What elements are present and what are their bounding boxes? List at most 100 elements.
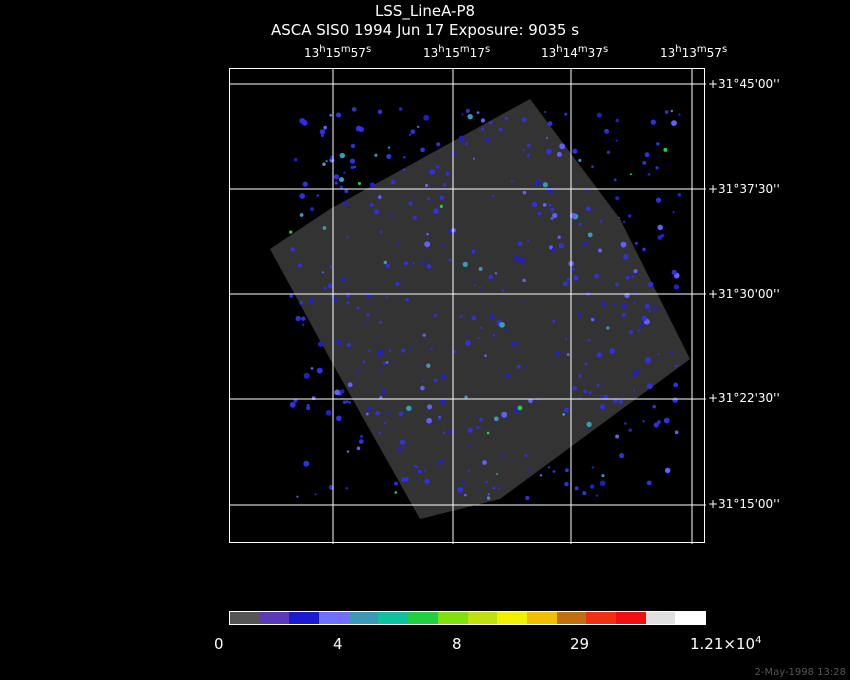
- colorbar-swatch: [526, 612, 557, 624]
- colorbar-swatch: [497, 612, 527, 624]
- photon-count-pixel: [334, 389, 340, 396]
- colorbar-swatch: [289, 612, 320, 624]
- photon-count-pixel: [572, 268, 576, 271]
- photon-count-pixel: [656, 142, 660, 146]
- photon-count-pixel: [609, 348, 616, 354]
- colorbar-swatch: [319, 612, 349, 624]
- photon-count-pixel: [468, 445, 471, 448]
- photon-count-pixel: [525, 365, 528, 368]
- photon-count-pixel: [356, 370, 361, 374]
- coordinate-grid: [230, 69, 706, 544]
- photon-count-pixel: [464, 339, 471, 346]
- photon-count-pixel: [604, 128, 610, 134]
- photon-count-pixel: [457, 486, 464, 493]
- photon-count-pixel: [345, 400, 349, 404]
- photon-count-pixel: [335, 415, 342, 422]
- photon-count-pixel: [467, 469, 470, 472]
- photon-count-pixel: [386, 412, 390, 416]
- photon-count-pixel: [299, 193, 306, 199]
- photon-count-pixel: [345, 292, 351, 298]
- photon-count-pixel: [385, 263, 390, 268]
- photon-count-pixel: [499, 322, 505, 328]
- photon-count-pixel: [423, 469, 427, 472]
- photon-count-pixel: [598, 248, 603, 253]
- photon-count-pixel: [590, 317, 595, 322]
- photon-count-pixel: [314, 493, 317, 496]
- xray-image-map: [230, 69, 706, 544]
- photon-count-pixel: [524, 454, 528, 458]
- photon-count-pixel: [369, 182, 375, 188]
- photon-count-pixel: [433, 208, 439, 215]
- photon-count-pixel: [591, 315, 594, 319]
- photon-count-pixel: [461, 113, 464, 116]
- photon-count-pixel: [320, 134, 324, 138]
- photon-count-pixel: [364, 321, 367, 325]
- photon-count-pixel: [332, 297, 338, 303]
- photon-count-pixel: [572, 386, 578, 391]
- photon-count-pixel: [394, 481, 398, 486]
- photon-count-pixel: [677, 192, 682, 197]
- photon-count-pixel: [325, 409, 332, 416]
- photon-count-pixel: [401, 477, 407, 483]
- photon-count-pixel: [467, 113, 473, 120]
- photon-count-pixel: [657, 235, 663, 240]
- photon-count-pixel: [289, 401, 296, 408]
- colorbar-label: 8: [452, 635, 462, 653]
- photon-count-pixel: [367, 406, 373, 411]
- photon-count-pixel: [505, 328, 509, 332]
- photon-count-pixel: [458, 135, 465, 142]
- photon-count-pixel: [562, 281, 568, 287]
- photon-count-pixel: [464, 395, 468, 399]
- photon-count-pixel: [488, 274, 493, 280]
- photon-count-pixel: [464, 493, 467, 497]
- photon-count-pixel: [511, 341, 518, 347]
- photon-count-pixel: [615, 196, 620, 201]
- photon-count-pixel: [346, 236, 349, 239]
- photon-count-pixel: [586, 206, 591, 212]
- photon-count-pixel: [426, 264, 432, 269]
- photon-count-pixel: [484, 354, 487, 358]
- photon-count-pixel: [394, 338, 397, 341]
- photon-count-pixel: [340, 389, 345, 394]
- colorbar-swatch: [645, 612, 676, 624]
- photon-count-pixel: [322, 226, 327, 230]
- photon-count-pixel: [615, 118, 619, 123]
- photon-count-pixel: [329, 265, 333, 269]
- photon-count-pixel: [562, 412, 566, 416]
- photon-count-pixel: [381, 388, 386, 394]
- photon-count-pixel: [417, 469, 422, 474]
- photon-count-pixel: [403, 261, 408, 266]
- photon-count-pixel: [426, 232, 429, 236]
- photon-count-pixel: [385, 361, 389, 364]
- photon-count-pixel: [344, 189, 349, 194]
- photon-count-pixel: [657, 420, 661, 424]
- photon-count-pixel: [564, 337, 568, 340]
- photon-count-pixel: [310, 207, 315, 212]
- timestamp: 2-May-1998 13:28: [754, 667, 846, 678]
- photon-count-pixel: [461, 480, 465, 484]
- photon-count-pixel: [557, 235, 561, 239]
- photon-count-pixel: [587, 232, 593, 238]
- photon-count-pixel: [574, 486, 579, 491]
- photon-count-pixel: [635, 369, 640, 373]
- photon-count-pixel: [600, 404, 606, 410]
- photon-count-pixel: [297, 263, 303, 268]
- photon-count-pixel: [448, 258, 452, 262]
- photon-count-pixel: [356, 446, 361, 451]
- photon-count-pixel: [430, 347, 433, 350]
- dec-tick-label: +31°22'30'': [708, 391, 780, 405]
- photon-count-pixel: [397, 242, 401, 246]
- photon-count-pixel: [487, 493, 490, 496]
- photon-count-pixel: [309, 298, 315, 304]
- photon-count-pixel: [645, 357, 652, 364]
- photon-count-pixel: [555, 351, 561, 357]
- photon-count-pixel: [486, 496, 491, 500]
- photon-count-pixel: [542, 203, 547, 207]
- photon-count-pixel: [362, 360, 366, 364]
- photon-count-pixel: [615, 139, 618, 142]
- photon-count-pixel: [522, 278, 526, 283]
- photon-count-pixel: [379, 395, 383, 400]
- photon-count-pixel: [627, 214, 632, 218]
- photon-count-pixel: [357, 182, 362, 186]
- photon-count-pixel: [380, 348, 385, 353]
